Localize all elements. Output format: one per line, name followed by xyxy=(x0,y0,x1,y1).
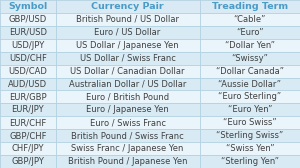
Bar xyxy=(56,26,200,39)
Bar xyxy=(56,142,200,155)
Text: “Euro Sterling”: “Euro Sterling” xyxy=(218,92,281,101)
Text: Currency Pair: Currency Pair xyxy=(91,2,164,11)
Text: Euro / Japanese Yen: Euro / Japanese Yen xyxy=(86,105,169,114)
Bar xyxy=(200,129,300,142)
Text: “Sterling Yen”: “Sterling Yen” xyxy=(221,157,279,166)
Text: US Dollar / Japanese Yen: US Dollar / Japanese Yen xyxy=(76,41,179,50)
Bar xyxy=(0,129,56,142)
Text: GBP/JPY: GBP/JPY xyxy=(11,157,44,166)
Bar xyxy=(200,13,300,26)
Text: CHF/JPY: CHF/JPY xyxy=(11,144,44,153)
Text: “Swissy”: “Swissy” xyxy=(231,54,268,63)
Text: EUR/CHF: EUR/CHF xyxy=(9,118,46,127)
Text: USD/CHF: USD/CHF xyxy=(9,54,47,63)
Bar xyxy=(200,39,300,52)
Text: Swiss Franc / Japanese Yen: Swiss Franc / Japanese Yen xyxy=(71,144,184,153)
Text: “Dollar Canada”: “Dollar Canada” xyxy=(216,67,284,76)
Text: British Pound / Japanese Yen: British Pound / Japanese Yen xyxy=(68,157,187,166)
Bar xyxy=(0,142,56,155)
Text: GBP/USD: GBP/USD xyxy=(9,15,47,24)
Text: Treading Term: Treading Term xyxy=(212,2,288,11)
Bar xyxy=(200,116,300,129)
Bar xyxy=(0,90,56,103)
Bar xyxy=(0,65,56,78)
Bar xyxy=(56,116,200,129)
Bar xyxy=(200,26,300,39)
Text: USD/CAD: USD/CAD xyxy=(8,67,47,76)
Bar xyxy=(56,129,200,142)
Bar xyxy=(56,103,200,116)
Text: “Aussie Dollar”: “Aussie Dollar” xyxy=(218,79,281,89)
Text: “Sterling Swiss”: “Sterling Swiss” xyxy=(216,131,284,140)
Bar xyxy=(200,103,300,116)
Bar xyxy=(56,65,200,78)
Bar xyxy=(200,155,300,168)
Bar xyxy=(0,116,56,129)
Bar xyxy=(200,52,300,65)
Text: Symbol: Symbol xyxy=(8,2,47,11)
Bar xyxy=(200,142,300,155)
Text: “Cable”: “Cable” xyxy=(234,15,266,24)
Text: British Pound / US Dollar: British Pound / US Dollar xyxy=(76,15,179,24)
Bar xyxy=(56,39,200,52)
Bar xyxy=(200,90,300,103)
Text: EUR/GBP: EUR/GBP xyxy=(9,92,46,101)
Text: “Swiss Yen”: “Swiss Yen” xyxy=(226,144,274,153)
Text: AUD/USD: AUD/USD xyxy=(8,79,47,89)
Bar xyxy=(0,39,56,52)
Bar xyxy=(0,0,56,13)
Text: “Dollar Yen”: “Dollar Yen” xyxy=(225,41,275,50)
Bar xyxy=(0,13,56,26)
Bar xyxy=(56,78,200,90)
Bar xyxy=(0,26,56,39)
Bar xyxy=(56,52,200,65)
Text: GBP/CHF: GBP/CHF xyxy=(9,131,46,140)
Text: USD/JPY: USD/JPY xyxy=(11,41,44,50)
Text: Australian Dollar / US Dollar: Australian Dollar / US Dollar xyxy=(69,79,186,89)
Text: US Dollar / Canadian Dollar: US Dollar / Canadian Dollar xyxy=(70,67,185,76)
Bar xyxy=(0,52,56,65)
Text: “Euro Yen”: “Euro Yen” xyxy=(228,105,272,114)
Bar xyxy=(56,0,200,13)
Bar xyxy=(56,90,200,103)
Text: Euro / US Dollar: Euro / US Dollar xyxy=(94,28,160,37)
Text: British Pound / Swiss Franc: British Pound / Swiss Franc xyxy=(71,131,184,140)
Text: Euro / Swiss Franc: Euro / Swiss Franc xyxy=(89,118,166,127)
Text: EUR/JPY: EUR/JPY xyxy=(11,105,44,114)
Text: Euro / British Pound: Euro / British Pound xyxy=(86,92,169,101)
Text: US Dollar / Swiss Franc: US Dollar / Swiss Franc xyxy=(80,54,176,63)
Bar xyxy=(200,0,300,13)
Bar xyxy=(56,155,200,168)
Bar xyxy=(0,155,56,168)
Text: “Euro Swiss”: “Euro Swiss” xyxy=(223,118,277,127)
Bar xyxy=(0,103,56,116)
Bar xyxy=(56,13,200,26)
Bar xyxy=(0,78,56,90)
Text: “Euro”: “Euro” xyxy=(236,28,263,37)
Bar xyxy=(200,78,300,90)
Text: EUR/USD: EUR/USD xyxy=(9,28,47,37)
Bar xyxy=(200,65,300,78)
